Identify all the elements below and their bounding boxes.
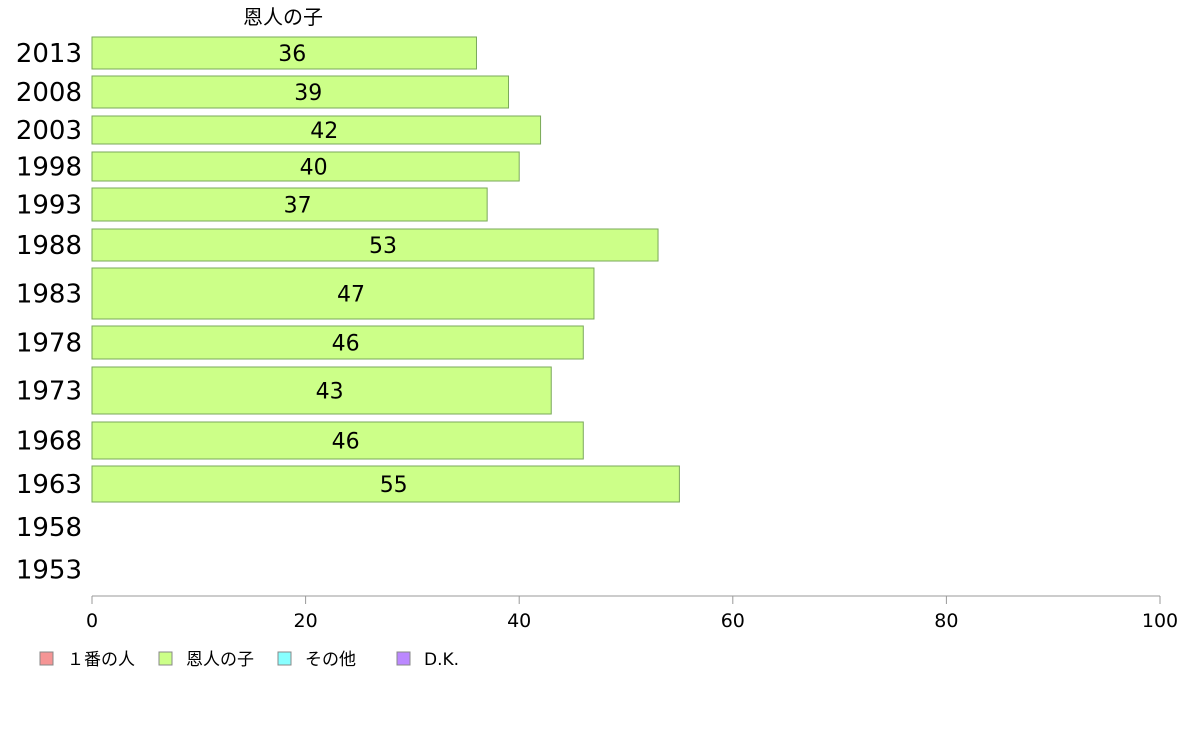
legend-label-3: その他 — [305, 650, 356, 670]
category-labels: 2013 2008 2003 1998 1993 1988 1983 1978 1973 1968… — [16, 39, 82, 586]
legend-swatch-3 — [277, 651, 292, 666]
data-label-2003: 42 — [310, 119, 338, 144]
legend-swatch-1 — [39, 651, 54, 666]
bar-1983 — [91, 267, 595, 320]
category-label-1983: 1983 — [16, 280, 82, 310]
legend-swatch-2 — [158, 651, 173, 666]
bar-2003 — [91, 115, 542, 145]
category-label-1953: 1953 — [16, 556, 82, 586]
bar-1963 — [91, 465, 680, 503]
bar-1978 — [91, 325, 584, 360]
x-axis: 0 20 40 60 80 100 — [86, 595, 1178, 632]
chart-title: 恩人の子 — [243, 5, 323, 29]
data-label-1998: 40 — [300, 156, 328, 181]
data-label-1968: 46 — [332, 430, 360, 455]
category-label-1988: 1988 — [16, 231, 82, 261]
bar-1968 — [91, 421, 584, 460]
x-tick-label-40: 40 — [507, 610, 531, 632]
data-label-2013: 36 — [278, 42, 306, 67]
legend: １番の人 恩人の子 その他 D.K. — [39, 650, 459, 670]
category-label-1993: 1993 — [16, 191, 82, 221]
bar-2008 — [91, 75, 510, 109]
category-label-1998: 1998 — [16, 153, 82, 183]
bar-1993 — [91, 187, 488, 222]
legend-label-1: １番の人 — [67, 650, 135, 670]
category-label-1958: 1958 — [16, 513, 82, 543]
data-label-1978: 46 — [332, 332, 360, 357]
data-label-2008: 39 — [294, 81, 322, 106]
x-tick-label-20: 20 — [294, 610, 318, 632]
bar-2013 — [91, 36, 477, 70]
category-label-1968: 1968 — [16, 427, 82, 457]
x-tick-label-60: 60 — [721, 610, 745, 632]
x-tick-label-80: 80 — [934, 610, 958, 632]
category-label-2013: 2013 — [16, 39, 82, 69]
category-label-2003: 2003 — [16, 116, 82, 146]
legend-label-2: 恩人の子 — [186, 650, 254, 670]
bar-1973 — [91, 366, 552, 415]
x-tick-label-0: 0 — [86, 610, 98, 632]
category-label-1963: 1963 — [16, 470, 82, 500]
data-label-1988: 53 — [369, 234, 397, 259]
bar-1998 — [91, 151, 520, 182]
category-label-2008: 2008 — [16, 78, 82, 108]
category-label-1978: 1978 — [16, 329, 82, 359]
category-label-1973: 1973 — [16, 377, 82, 407]
data-label-1993: 37 — [284, 194, 312, 219]
data-label-1973: 43 — [316, 380, 344, 405]
bar-1988 — [91, 228, 659, 262]
legend-label-4: D.K. — [424, 650, 459, 670]
legend-swatch-4 — [396, 651, 411, 666]
x-tick-label-100: 100 — [1142, 610, 1178, 632]
data-label-1983: 47 — [337, 283, 365, 308]
data-label-1963: 55 — [380, 473, 408, 498]
